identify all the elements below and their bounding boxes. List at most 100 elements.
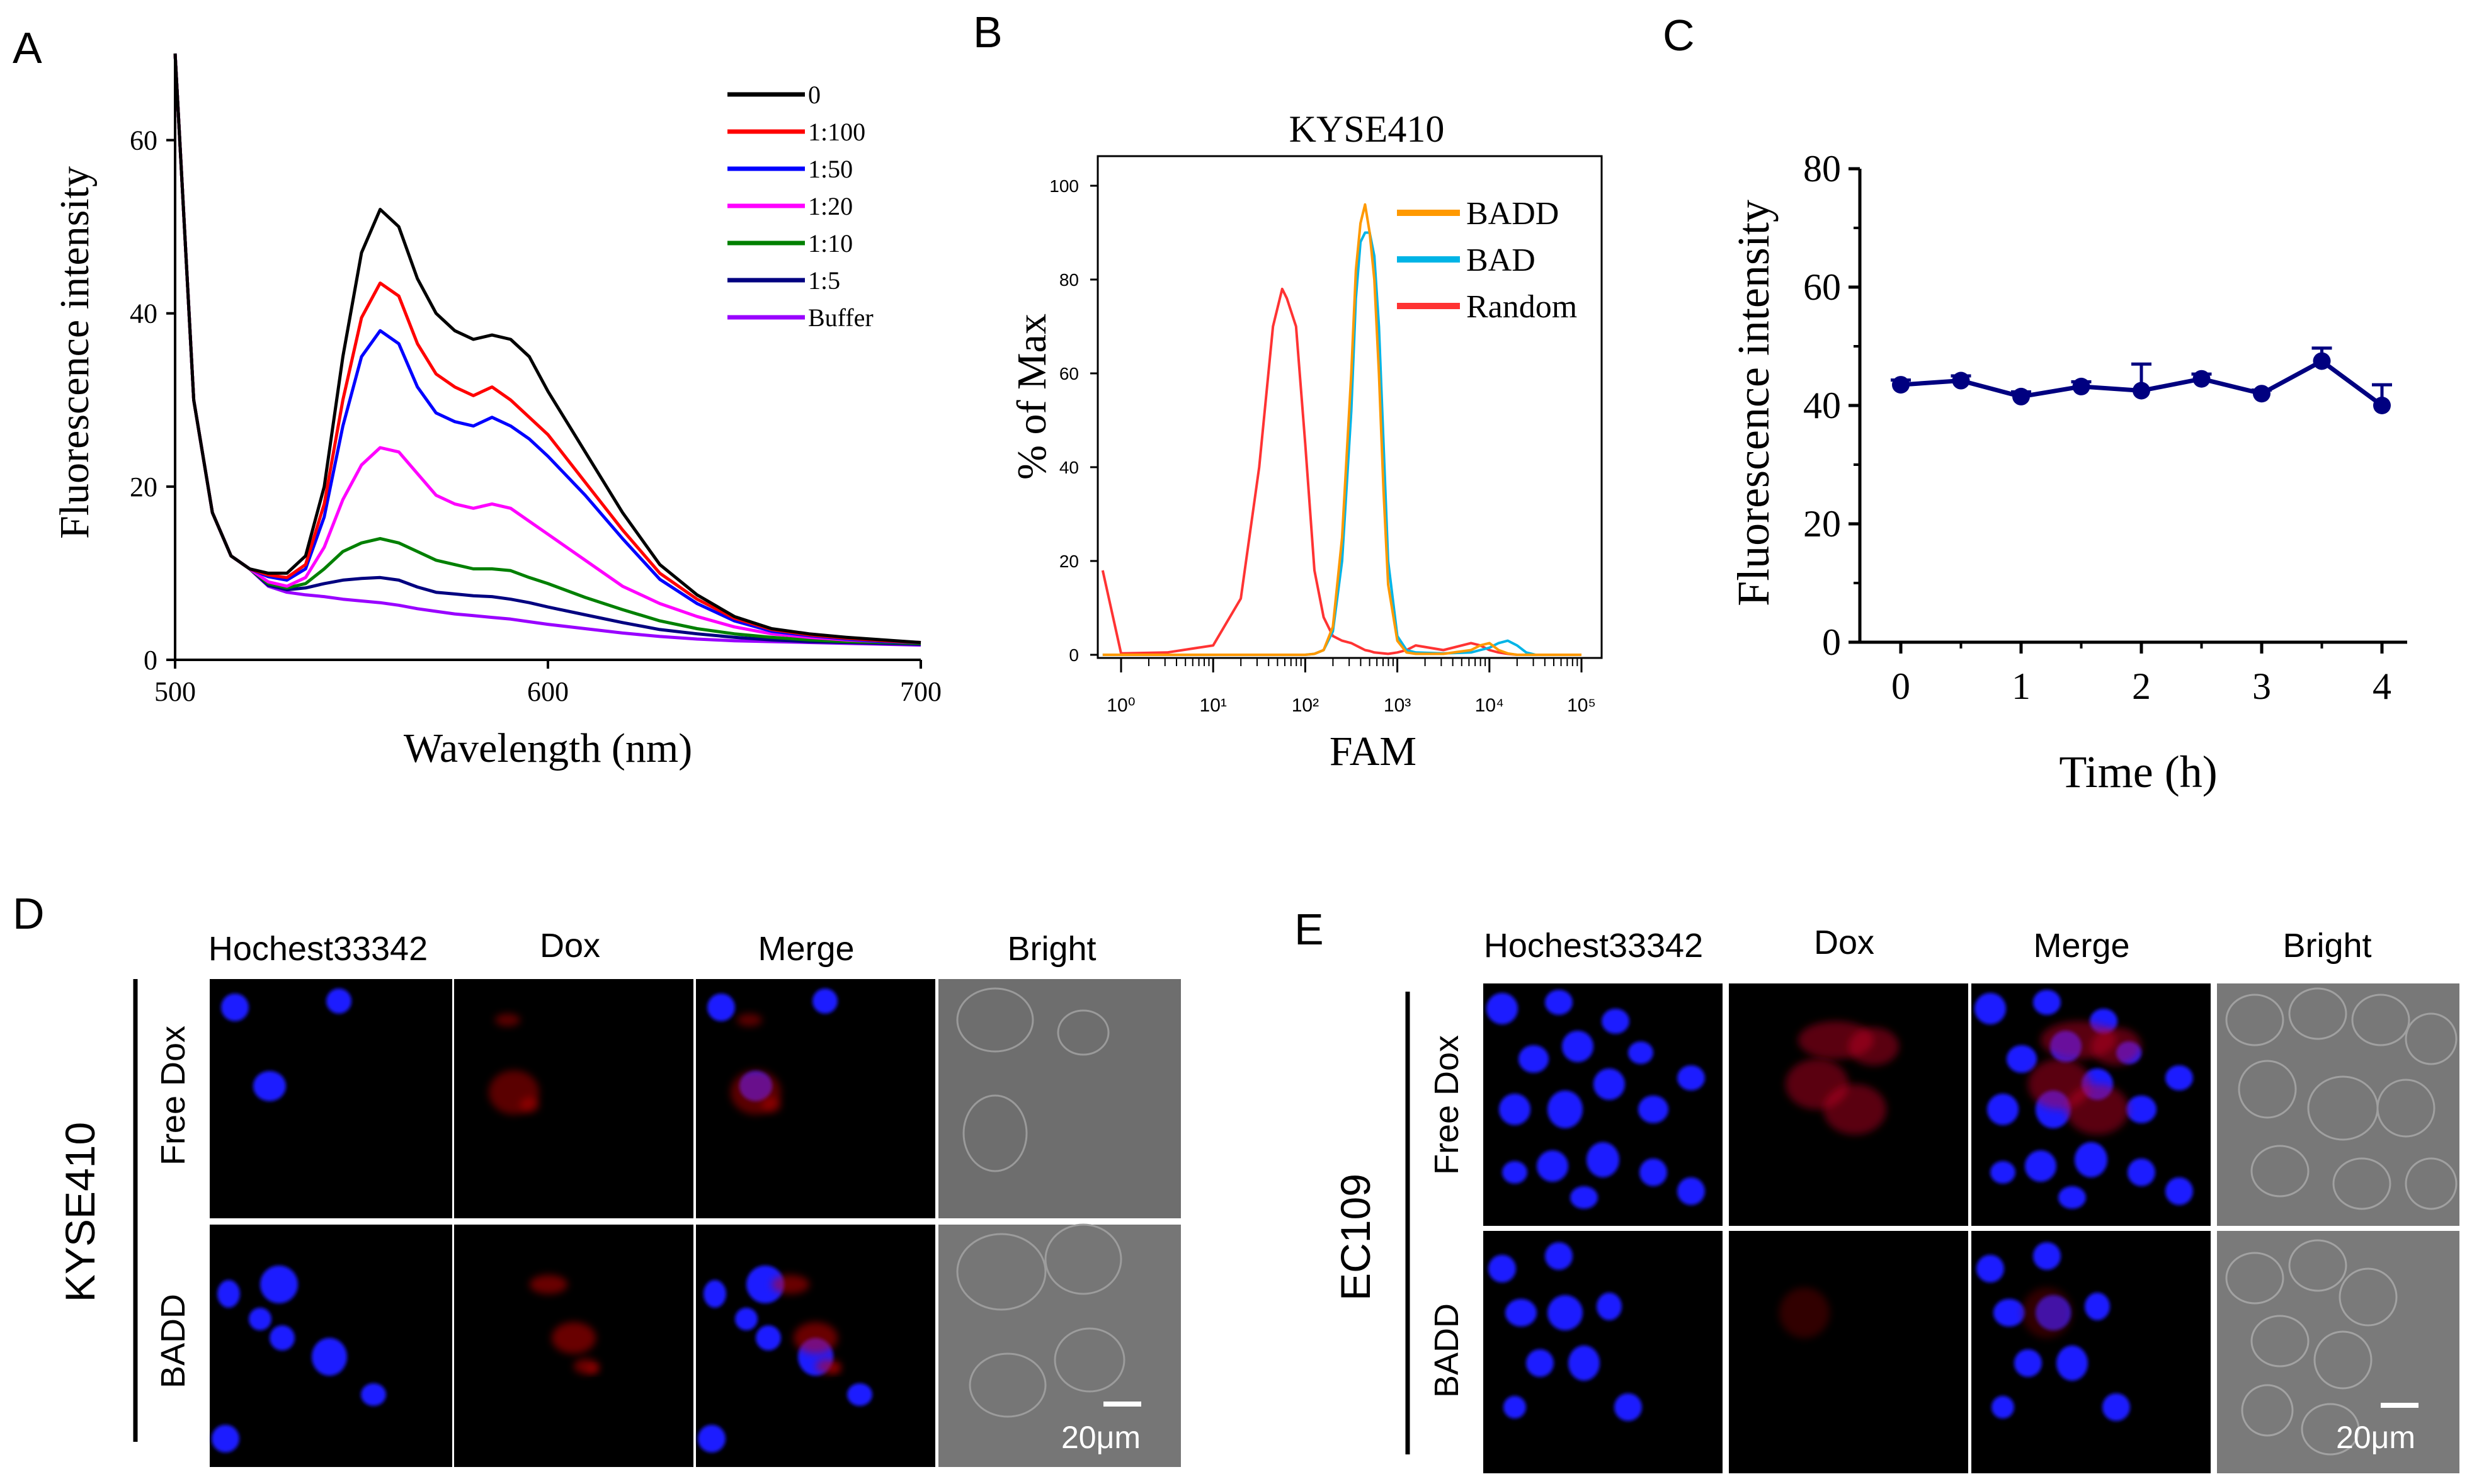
- panel-e-nucleus: [1547, 1090, 1583, 1128]
- panel-e-bright-cell: [2241, 1384, 2294, 1437]
- panel-e-bright-cell: [2301, 1403, 2360, 1456]
- panel-c-point: [2313, 352, 2331, 370]
- panel-d-bright-cell: [1054, 1327, 1125, 1393]
- panel-a-y-tick-label: 40: [130, 298, 157, 329]
- panel-d-cell-line: KYSE410: [57, 1122, 103, 1302]
- panel-e-nucleus: [1990, 1161, 2015, 1184]
- panel-e-cell-blobs: [1486, 987, 2458, 1456]
- panel-e-bright-cell: [2225, 994, 2284, 1046]
- panel-c-point: [2012, 387, 2030, 405]
- panel-e-nucleus: [1562, 1031, 1593, 1062]
- panel-e-col-dox: Dox: [1814, 924, 1874, 961]
- panel-b-flow-histogram: KYSE410 0 20 40 60 80 100 10⁰ 10¹ 10² 10³ 10⁴ 10⁵ F…: [1009, 108, 1603, 774]
- panel-b-y-label: % of Max: [1009, 314, 1055, 480]
- panel-e-nucleus: [1602, 1009, 1629, 1034]
- panel-d-cell-blobs: [212, 987, 1125, 1453]
- panel-a-legend-label: 1:5: [808, 266, 840, 295]
- panel-d-nucleus: [312, 1338, 347, 1376]
- panel-c-y-tick-label: 60: [1803, 266, 1841, 308]
- panel-label-a: A: [13, 23, 42, 72]
- panel-e-nucleus: [1597, 1293, 1622, 1320]
- panel-d-nucleus: [746, 1266, 784, 1303]
- panel-b-x-tick-label: 10⁰: [1107, 695, 1135, 716]
- panel-b-legend: BADD BAD Random: [1397, 196, 1577, 325]
- panel-e-row-badd: BADD: [1428, 1303, 1466, 1398]
- panel-e-nucleus: [1488, 1255, 1516, 1283]
- panel-d-row-badd: BADD: [154, 1294, 192, 1388]
- panel-e-nucleus: [2165, 1065, 2193, 1090]
- panel-e-nucleus: [2014, 1349, 2042, 1377]
- panel-e-nucleus: [2058, 1186, 2086, 1209]
- panel-e-bright-cell: [2339, 1267, 2398, 1327]
- panel-b-x-tick-label: 10²: [1292, 695, 1319, 716]
- panel-b-line-BADD: [1102, 203, 1581, 656]
- panel-b-series-lines: [1101, 203, 1581, 656]
- panel-d-nucleus: [698, 1425, 726, 1453]
- panel-e-row-free-dox: Free Dox: [1428, 1035, 1466, 1175]
- panel-b-x-label: FAM: [1330, 728, 1416, 774]
- panel-b-y-tick-label: 80: [1059, 270, 1079, 290]
- panel-a-line-1:50: [173, 53, 921, 644]
- panel-d-dox-signal: [794, 1322, 838, 1354]
- panel-e-nucleus: [1503, 1396, 1526, 1419]
- panel-e-dox-signal: [2091, 1028, 2141, 1065]
- panel-d-dox-signal: [586, 1366, 599, 1373]
- panel-e-nucleus: [1518, 1045, 1549, 1073]
- panel-d-col-merge: Merge: [758, 930, 854, 968]
- panel-e-nucleus: [1639, 1158, 1667, 1186]
- panel-d-dox-signal: [552, 1322, 596, 1354]
- panel-e-nucleus: [1545, 990, 1573, 1015]
- panel-e-nucleus: [1486, 993, 1518, 1024]
- panel-c-point: [2133, 382, 2150, 400]
- panel-d-nucleus: [704, 1280, 726, 1308]
- panel-e-nucleus: [1593, 1068, 1625, 1100]
- panel-d-bright-cell: [956, 987, 1034, 1053]
- panel-e-nucleus: [1987, 1094, 2019, 1125]
- panel-c-x-tick-label: 3: [2252, 666, 2271, 707]
- panel-a-legend-label: 1:50: [808, 155, 853, 183]
- panel-e-bright-cell: [2376, 1079, 2436, 1138]
- panel-a-y-tick-label: 20: [130, 472, 157, 502]
- panel-b-y-tick-label: 100: [1049, 176, 1079, 196]
- panel-d-nucleus: [735, 1308, 758, 1330]
- panel-d-dox-signal: [737, 1014, 762, 1026]
- panel-e-nucleus: [1677, 1065, 1705, 1090]
- panel-c-series: [1891, 346, 2392, 414]
- panel-e-img-merge-badd: [1971, 1231, 2211, 1473]
- panel-e-col-bright: Bright: [2282, 927, 2371, 965]
- panel-e-dox-signal: [2066, 1084, 2129, 1135]
- panel-e-bright-cell: [2225, 1252, 2284, 1305]
- panel-a-line-0: [173, 53, 921, 644]
- panel-d-nucleus: [249, 1308, 271, 1330]
- panel-e-nucleus: [1993, 1299, 2025, 1327]
- panel-b-legend-label: BADD: [1466, 196, 1559, 232]
- panel-d-bright-cell: [1057, 1009, 1110, 1056]
- panel-e-nucleus: [2126, 1096, 2156, 1123]
- panel-label-c: C: [1663, 11, 1695, 60]
- panel-a-x-tick-label: 700: [900, 676, 942, 707]
- panel-b-y-tick-label: 20: [1059, 552, 1079, 571]
- panel-d-nucleus: [253, 1071, 286, 1101]
- panel-d-scale-label: 20μm: [1061, 1420, 1141, 1455]
- panel-d-nucleus: [756, 1325, 781, 1351]
- panel-c-y-tick-label: 20: [1803, 503, 1841, 545]
- panel-c-x-label: Time (h): [2059, 747, 2217, 797]
- panel-a-x-tick-label: 500: [154, 676, 196, 707]
- panel-d-bright-cell: [962, 1094, 1028, 1172]
- panel-d-col-bright: Bright: [1007, 930, 1096, 968]
- panel-e-bright-cell: [2405, 1012, 2458, 1065]
- panel-a-y-tick-label: 60: [130, 125, 157, 156]
- panel-d-dox-signal: [828, 1366, 841, 1373]
- panel-a-y-label: Fluorescence intensity: [52, 166, 98, 539]
- panel-a-x-tick-label: 600: [527, 676, 569, 707]
- panel-e-nucleus: [1677, 1177, 1705, 1205]
- panel-d-dox-signal: [762, 1097, 781, 1113]
- panel-d-nucleus: [221, 994, 249, 1021]
- panel-e-dox-signal: [2022, 1288, 2072, 1338]
- panel-b-y-tick-label: 60: [1059, 364, 1079, 383]
- panel-a-legend-label: Buffer: [808, 303, 874, 332]
- panel-d-nucleus: [707, 994, 735, 1021]
- panel-d-dox-signal: [530, 1275, 567, 1294]
- panel-c-x-tick-label: 4: [2373, 666, 2391, 707]
